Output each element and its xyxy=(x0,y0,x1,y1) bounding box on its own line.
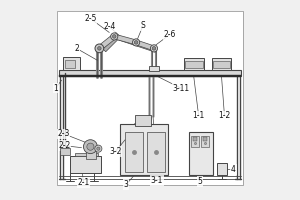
Bar xyxy=(135,115,151,126)
Bar xyxy=(70,156,101,173)
Text: 2: 2 xyxy=(74,44,79,53)
Bar xyxy=(201,136,208,147)
Circle shape xyxy=(111,33,118,40)
Text: 2-3: 2-3 xyxy=(57,129,70,138)
Text: 2-6: 2-6 xyxy=(164,30,176,39)
Bar xyxy=(60,148,70,155)
Text: 2-2: 2-2 xyxy=(58,141,71,150)
Circle shape xyxy=(134,41,138,44)
Circle shape xyxy=(87,143,94,150)
Bar xyxy=(63,57,80,70)
Circle shape xyxy=(97,147,100,150)
Circle shape xyxy=(96,45,103,52)
Bar xyxy=(149,66,159,71)
Circle shape xyxy=(112,35,116,38)
Text: S: S xyxy=(141,21,146,30)
Bar xyxy=(58,75,242,77)
Bar xyxy=(86,150,96,159)
Text: 3-11: 3-11 xyxy=(172,84,189,93)
Bar xyxy=(185,61,203,68)
Text: 3: 3 xyxy=(124,180,129,189)
Bar xyxy=(120,124,168,175)
Bar xyxy=(74,153,98,156)
Circle shape xyxy=(152,47,156,50)
Bar xyxy=(213,61,230,68)
Bar xyxy=(64,60,74,68)
Bar xyxy=(58,70,242,76)
Bar xyxy=(212,58,231,70)
Text: 1-1: 1-1 xyxy=(193,111,205,120)
Polygon shape xyxy=(114,34,137,45)
Circle shape xyxy=(150,45,158,52)
Circle shape xyxy=(95,44,104,53)
Bar xyxy=(217,163,227,175)
Polygon shape xyxy=(135,40,155,51)
Bar xyxy=(125,132,143,171)
Circle shape xyxy=(95,145,102,152)
Polygon shape xyxy=(103,36,118,52)
Bar xyxy=(57,11,243,185)
Bar xyxy=(191,136,199,147)
Circle shape xyxy=(133,39,140,46)
Text: 5: 5 xyxy=(197,177,202,186)
Polygon shape xyxy=(117,36,139,46)
Text: 1-2: 1-2 xyxy=(218,111,231,120)
Text: 3-1: 3-1 xyxy=(151,176,163,185)
Circle shape xyxy=(98,47,101,50)
Polygon shape xyxy=(98,34,116,50)
Polygon shape xyxy=(137,43,157,52)
Bar xyxy=(57,11,243,185)
Bar xyxy=(184,58,204,70)
Text: 3-2: 3-2 xyxy=(109,147,122,156)
Text: 1: 1 xyxy=(53,84,58,93)
Text: 2-1: 2-1 xyxy=(77,178,90,187)
Circle shape xyxy=(83,140,98,154)
Text: 2-4: 2-4 xyxy=(103,22,116,31)
Bar xyxy=(189,132,213,175)
Text: 2-5: 2-5 xyxy=(84,14,97,23)
Bar xyxy=(147,132,165,171)
Text: 4: 4 xyxy=(231,165,236,174)
